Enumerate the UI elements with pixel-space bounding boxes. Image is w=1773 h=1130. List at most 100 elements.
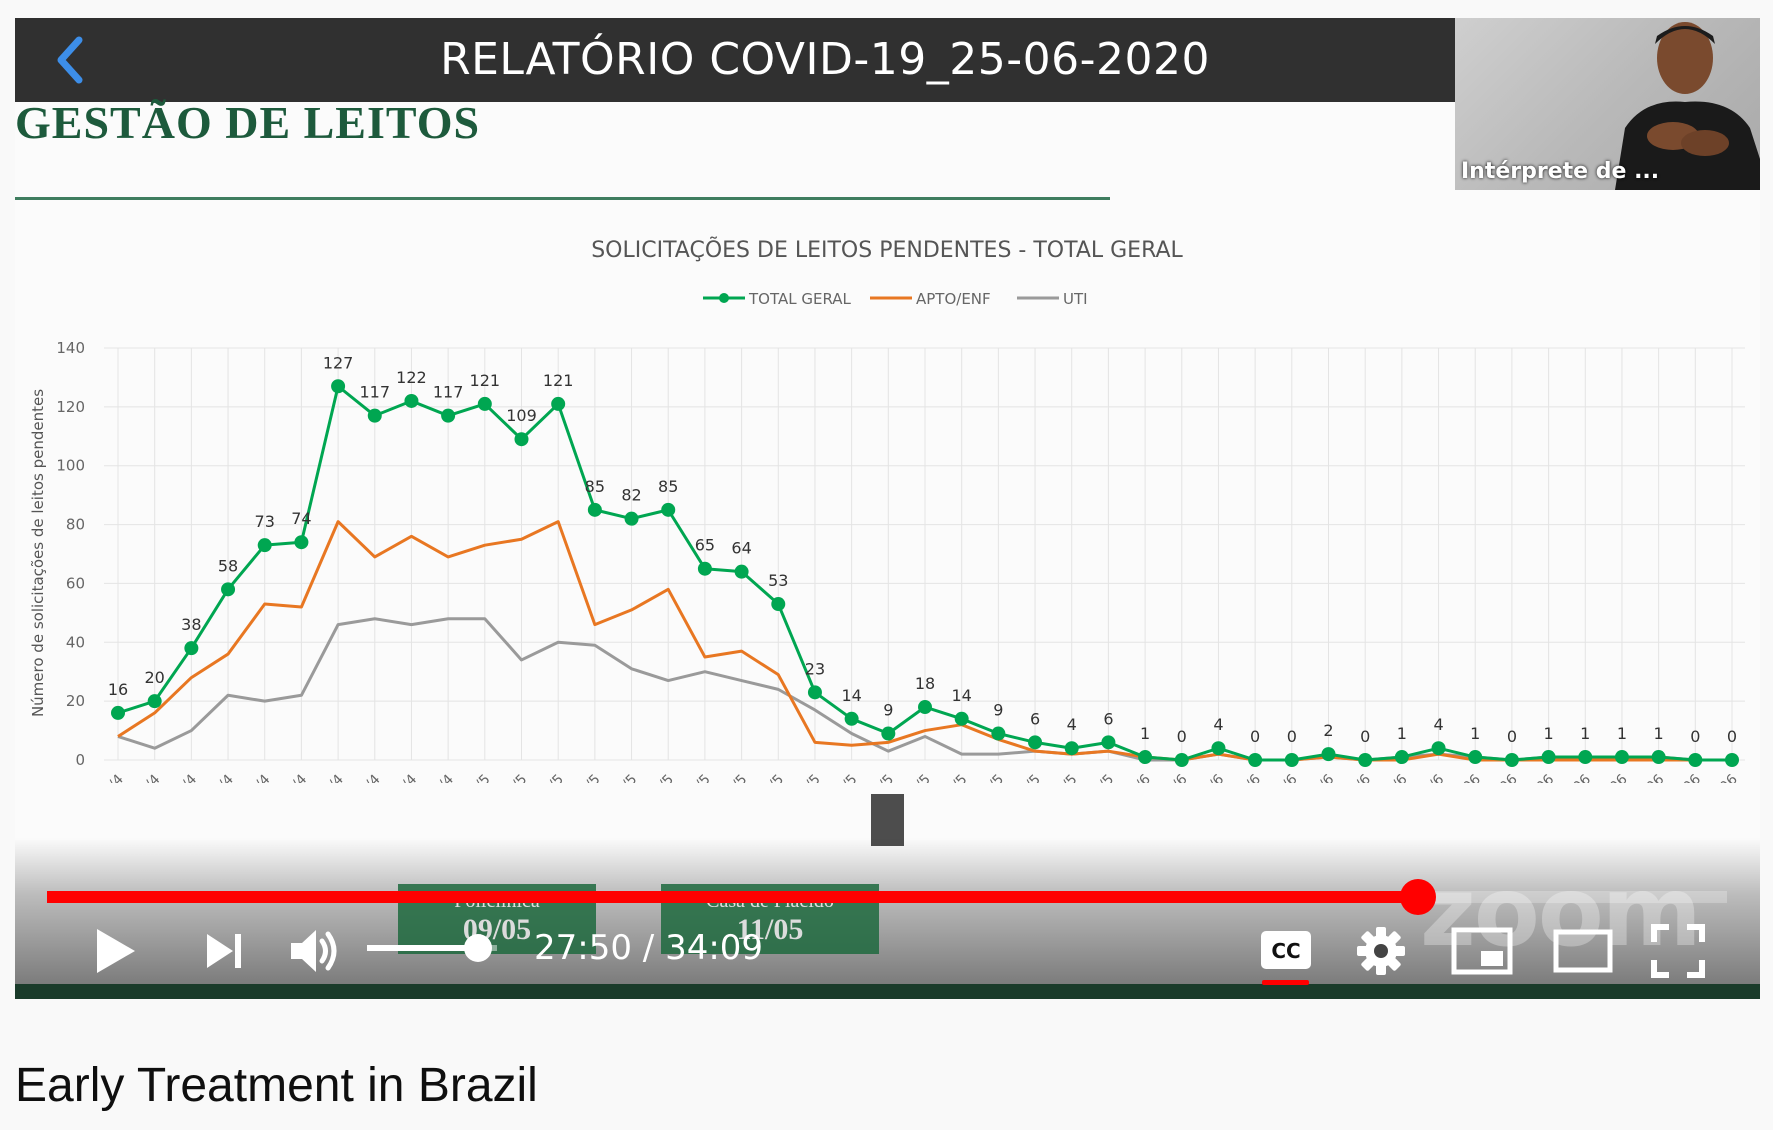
data-point bbox=[367, 408, 382, 423]
data-label: 1 bbox=[1654, 724, 1664, 743]
legend-label: TOTAL GERAL bbox=[748, 290, 852, 308]
x-tick-label: 21/5 bbox=[900, 772, 934, 783]
back-arrow-icon[interactable] bbox=[43, 32, 103, 88]
volume-icon[interactable] bbox=[285, 924, 345, 978]
legend-label: APTO/ENF bbox=[916, 290, 991, 308]
data-point bbox=[294, 535, 309, 550]
data-label: 121 bbox=[543, 371, 574, 390]
x-tick-label: 26/5 bbox=[974, 772, 1008, 783]
data-point bbox=[1321, 747, 1336, 762]
data-point bbox=[881, 726, 896, 741]
x-tick-label: 5/6 bbox=[1273, 771, 1300, 783]
data-label: 58 bbox=[218, 556, 238, 575]
x-tick-label: 14/5 bbox=[717, 772, 751, 783]
data-point bbox=[1028, 735, 1043, 750]
data-label: 9 bbox=[993, 701, 1003, 720]
data-point bbox=[1431, 741, 1446, 756]
time-separator: / bbox=[631, 928, 666, 968]
x-tick-label: 28/4 bbox=[350, 771, 384, 783]
data-label: 82 bbox=[621, 486, 641, 505]
data-point bbox=[1064, 741, 1079, 756]
data-point bbox=[991, 726, 1006, 741]
y-axis-label: Número de solicitações de leitos pendent… bbox=[29, 389, 47, 717]
fullscreen-icon[interactable] bbox=[1651, 924, 1705, 978]
data-label: 53 bbox=[768, 571, 788, 590]
data-label: 74 bbox=[291, 509, 311, 528]
data-label: 6 bbox=[1030, 709, 1040, 728]
data-point bbox=[624, 511, 639, 526]
data-point bbox=[111, 705, 125, 720]
data-point bbox=[1651, 750, 1666, 765]
y-tick-label: 80 bbox=[66, 516, 85, 534]
data-label: 73 bbox=[255, 512, 275, 531]
theater-icon[interactable] bbox=[1553, 929, 1613, 973]
x-tick-label: 19/5 bbox=[827, 772, 861, 783]
y-tick-label: 100 bbox=[56, 457, 85, 475]
interpreter-figure bbox=[1615, 22, 1760, 190]
data-point bbox=[221, 582, 236, 597]
data-point bbox=[404, 393, 419, 408]
y-tick-label: 0 bbox=[75, 751, 85, 769]
interpreter-label: Intérprete de ... bbox=[1461, 159, 1660, 184]
video-player[interactable]: RELATÓRIO COVID-19_25-06-2020 GESTÃO DE … bbox=[15, 18, 1760, 999]
data-point bbox=[771, 597, 786, 612]
y-tick-label: 40 bbox=[66, 633, 85, 651]
x-tick-label: 13/5 bbox=[680, 772, 714, 783]
x-tick-label: 3/6 bbox=[1200, 771, 1227, 783]
data-label: 1 bbox=[1470, 724, 1480, 743]
x-tick-label: 23/06 bbox=[1664, 771, 1704, 783]
cc-button[interactable]: CC bbox=[1258, 928, 1314, 972]
y-tick-label: 140 bbox=[56, 339, 85, 357]
data-label: 0 bbox=[1360, 727, 1370, 746]
video-title: Early Treatment in Brazil bbox=[15, 1059, 538, 1112]
x-tick-label: 7/5 bbox=[576, 772, 603, 783]
section-title: GESTÃO DE LEITOS bbox=[15, 97, 481, 148]
gear-icon[interactable] bbox=[1354, 924, 1408, 978]
x-tick-label: 24/4 bbox=[277, 771, 311, 783]
time-total: 34:09 bbox=[665, 928, 764, 968]
data-label: 2 bbox=[1323, 721, 1333, 740]
volume-level bbox=[367, 945, 478, 951]
x-tick-label: 15/5 bbox=[754, 772, 788, 783]
x-tick-label: 17/4 bbox=[130, 771, 164, 783]
play-icon[interactable] bbox=[87, 923, 143, 979]
time-display: 27:50 / 34:09 bbox=[534, 928, 763, 968]
data-point bbox=[147, 694, 162, 709]
data-point bbox=[1688, 753, 1703, 767]
miniplayer-icon[interactable] bbox=[1451, 927, 1513, 975]
data-point bbox=[1248, 753, 1263, 767]
progress-scrubber[interactable] bbox=[1399, 879, 1436, 915]
x-tick-label: 5/5 bbox=[503, 772, 530, 783]
legend-label: UTI bbox=[1063, 290, 1088, 308]
x-tick-label: 1/6 bbox=[1127, 771, 1154, 783]
volume-slider[interactable] bbox=[367, 934, 497, 962]
data-label: 0 bbox=[1727, 727, 1737, 746]
data-point bbox=[514, 432, 529, 447]
data-point bbox=[918, 700, 932, 715]
x-tick-label: 22/06 bbox=[1628, 771, 1668, 783]
x-tick-label: 29/5 bbox=[1084, 772, 1118, 783]
legend-swatch-marker bbox=[719, 293, 729, 303]
x-tick-label: 24/06 bbox=[1701, 771, 1741, 783]
x-tick-label: 27/5 bbox=[1010, 772, 1044, 783]
progress-bar[interactable] bbox=[47, 879, 1727, 915]
cc-active-indicator bbox=[1262, 980, 1309, 985]
interpreter-video-tile[interactable]: Intérprete de ... bbox=[1455, 18, 1760, 190]
x-tick-label: 19/06 bbox=[1591, 771, 1631, 783]
x-tick-label: 4/6 bbox=[1237, 771, 1264, 783]
x-tick-label: 16/06 bbox=[1481, 771, 1521, 783]
volume-knob[interactable] bbox=[463, 934, 492, 962]
x-tick-label: 22/5 bbox=[937, 772, 971, 783]
data-point bbox=[1725, 753, 1739, 767]
cc-label: CC bbox=[1271, 939, 1300, 963]
x-tick-label: 22/4 bbox=[203, 771, 237, 783]
data-label: 18 bbox=[915, 674, 935, 693]
data-point bbox=[844, 711, 859, 726]
data-point bbox=[477, 396, 492, 411]
x-tick-label: 12/5 bbox=[644, 772, 678, 783]
x-tick-label: 12/6 bbox=[1414, 771, 1448, 783]
x-tick-label: 29/4 bbox=[387, 771, 421, 783]
next-icon[interactable] bbox=[201, 928, 247, 974]
data-point bbox=[1541, 750, 1556, 765]
data-point bbox=[1468, 750, 1483, 765]
